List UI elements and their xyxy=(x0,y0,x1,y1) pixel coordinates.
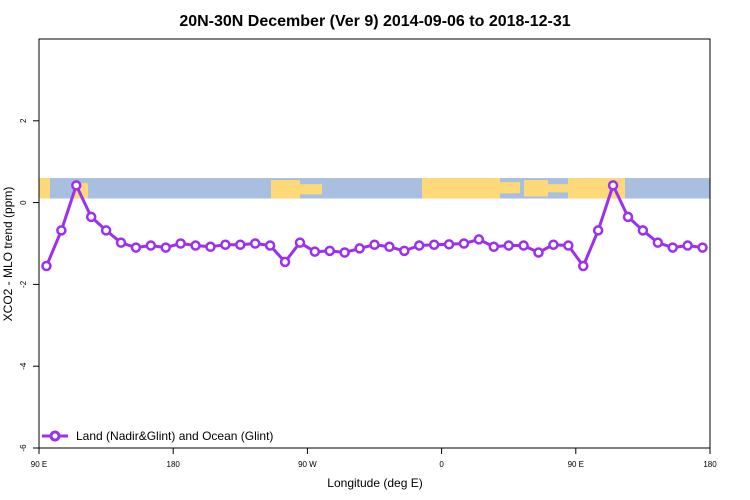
data-point xyxy=(309,246,321,257)
data-point xyxy=(369,239,380,250)
x-tick-label: 90 W xyxy=(298,460,317,469)
data-point xyxy=(503,240,514,251)
data-point xyxy=(85,211,97,223)
chart-title: 20N-30N December (Ver 9) 2014-09-06 to 2… xyxy=(179,13,570,30)
data-point xyxy=(384,241,395,253)
data-point xyxy=(488,241,500,253)
y-tick-label: -2 xyxy=(19,280,28,288)
data-point xyxy=(622,211,634,223)
data-point xyxy=(413,240,425,251)
data-point xyxy=(190,240,201,251)
x-tick-label: 0 xyxy=(439,460,444,469)
x-tick-label: 180 xyxy=(167,460,181,469)
data-point xyxy=(145,240,157,251)
map-land xyxy=(271,180,300,199)
data-point xyxy=(41,260,52,272)
data-point xyxy=(115,237,127,248)
data-point xyxy=(56,225,67,236)
data-point xyxy=(443,239,455,250)
data-point xyxy=(563,240,574,251)
data-point xyxy=(100,225,112,236)
data-point xyxy=(160,242,171,253)
y-axis-label: XCO2 - MLO trend (ppm) xyxy=(1,187,15,322)
legend-label: Land (Nadir&Glint) and Ocean (Glint) xyxy=(76,429,273,443)
data-point xyxy=(667,242,678,253)
data-point xyxy=(428,239,440,250)
data-point xyxy=(548,239,559,250)
data-point xyxy=(71,180,82,191)
data-point xyxy=(399,245,410,257)
y-tick-label: 2 xyxy=(19,118,28,123)
data-point xyxy=(533,247,544,258)
data-point xyxy=(235,239,246,250)
data-point xyxy=(264,240,276,251)
x-tick-label: 90 E xyxy=(31,460,47,469)
data-point xyxy=(354,243,365,254)
data-point xyxy=(473,234,485,245)
data-point xyxy=(339,247,350,258)
data-point xyxy=(518,240,529,251)
plot-frame xyxy=(38,38,711,449)
data-point xyxy=(249,238,261,249)
map-land xyxy=(300,184,322,195)
map-land xyxy=(422,178,500,199)
data-point xyxy=(294,237,306,248)
map-land xyxy=(524,180,548,197)
map-land xyxy=(39,178,50,199)
x-tick-label: 180 xyxy=(703,460,717,469)
y-axis: -6 -4 -2 0 2 xyxy=(19,118,39,452)
y-tick-label: -6 xyxy=(19,444,28,452)
data-point xyxy=(652,237,664,248)
series-layer xyxy=(41,180,708,272)
data-point xyxy=(175,238,186,249)
legend-marker-swatch xyxy=(49,430,61,442)
data-point xyxy=(220,239,231,250)
map-land xyxy=(548,184,568,193)
data-point xyxy=(592,225,604,236)
legend: Land (Nadir&Glint) and Ocean (Glint) xyxy=(42,429,273,443)
x-tick-label: 90 E xyxy=(568,460,584,469)
data-point xyxy=(697,242,708,253)
data-point xyxy=(578,260,589,272)
data-point xyxy=(682,240,693,251)
data-point xyxy=(130,242,142,253)
x-axis-label: Longitude (deg E) xyxy=(327,476,422,490)
data-point xyxy=(324,245,336,257)
y-tick-label: 0 xyxy=(19,200,28,205)
data-point xyxy=(279,256,291,268)
data-point xyxy=(607,180,619,191)
map-land xyxy=(500,182,520,194)
y-tick-label: -4 xyxy=(19,362,28,370)
data-point xyxy=(205,241,216,253)
x-axis: 90 E 180 90 W 0 90 E 180 xyxy=(31,448,717,469)
data-point xyxy=(637,225,649,236)
data-point xyxy=(458,238,470,249)
